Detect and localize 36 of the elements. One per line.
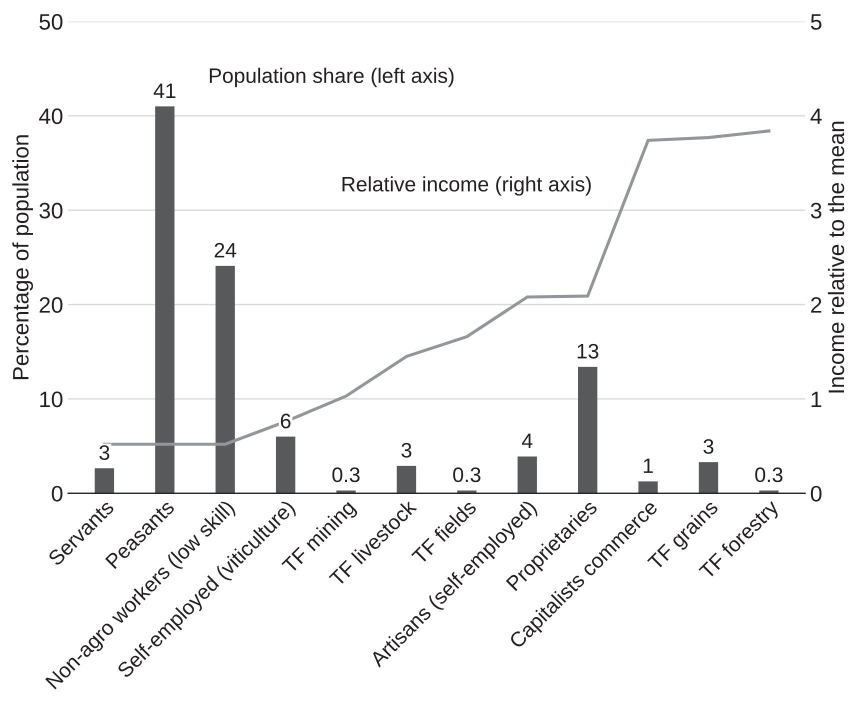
y2-tick-label: 5 (810, 14, 822, 30)
data-label: 24 (214, 242, 236, 258)
bar (155, 106, 174, 494)
data-label: 4 (522, 434, 532, 448)
y-tick-label: 50 (39, 14, 62, 30)
y2-tick-label: 1 (812, 392, 822, 407)
bar (638, 481, 658, 494)
data-label: 41 (154, 84, 176, 98)
data-label: 0.3 (755, 467, 782, 482)
data-label: 3 (703, 439, 714, 454)
bar (698, 462, 718, 494)
y2-axis-title: Income relative to the mean (828, 122, 844, 392)
bar (578, 366, 598, 494)
y-tick-label: 0 (52, 486, 62, 502)
bar (216, 266, 235, 494)
bar (94, 468, 114, 494)
data-label: 1 (644, 458, 653, 473)
bar (396, 466, 416, 494)
y2-tick-label: 4 (810, 108, 822, 124)
series-label: Relative income (right axis) (342, 176, 591, 196)
bar (518, 456, 537, 494)
data-label: 13 (578, 344, 598, 359)
y2-tick-label: 0 (810, 486, 822, 502)
data-label: 0.3 (332, 467, 360, 482)
y-tick-label: 20 (40, 297, 62, 313)
data-label: 3 (99, 445, 110, 460)
series-label: Population share (left axis) (210, 68, 454, 88)
data-label: 3 (401, 442, 412, 458)
y-axis-title: Percentage of population (12, 135, 34, 380)
y2-tick-label: 2 (811, 297, 822, 313)
bar (276, 436, 296, 494)
y-tick-label: 30 (39, 202, 62, 218)
data-label: 0.3 (453, 467, 480, 482)
y-tick-label: 40 (39, 108, 62, 124)
y-tick-label: 10 (40, 391, 62, 408)
y2-tick-label: 3 (810, 202, 822, 218)
